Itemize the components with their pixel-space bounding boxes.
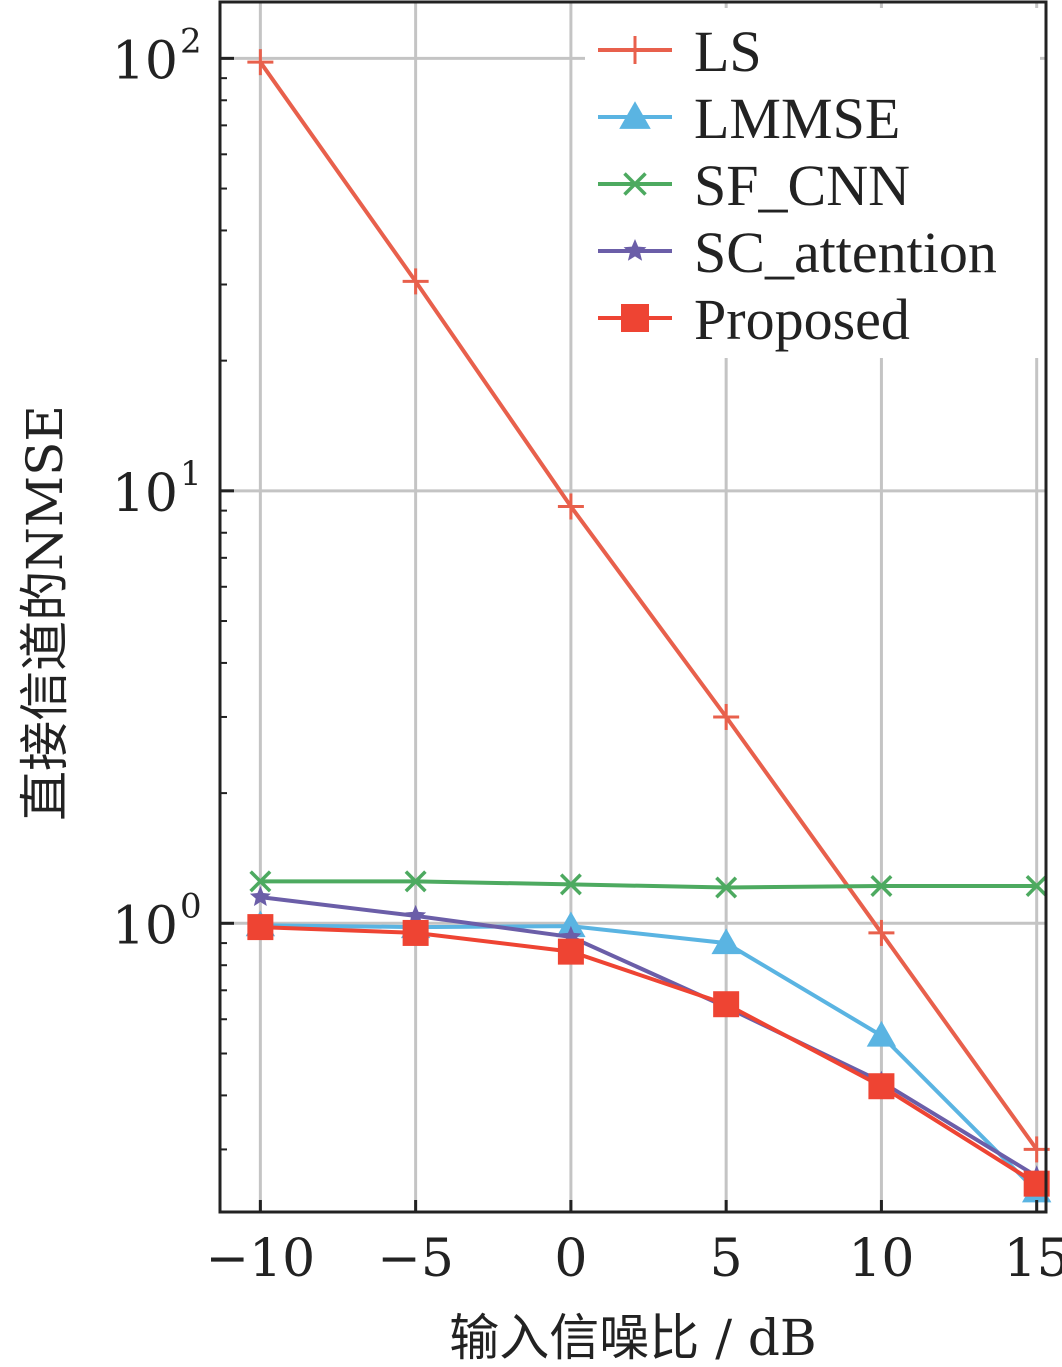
legend-label: SC_attention <box>694 220 997 285</box>
legend-item-proposed: Proposed <box>598 287 910 352</box>
x-tick-label: 15 <box>1004 1229 1062 1289</box>
data-point <box>866 1020 897 1047</box>
data-point <box>402 919 429 946</box>
legend-label: Proposed <box>694 287 910 352</box>
data-point <box>559 873 582 896</box>
legend-label: SF_CNN <box>694 153 910 218</box>
x-marker-b <box>715 876 738 899</box>
x-axis-label: 输入信噪比 / dB <box>449 1309 816 1367</box>
data-point <box>1025 874 1048 897</box>
axes-frame <box>218 0 1048 1214</box>
x-marker-b <box>1025 874 1048 897</box>
data-point <box>247 49 274 76</box>
series-ls <box>247 49 1050 1163</box>
data-point <box>247 914 274 941</box>
x-marker-b <box>623 172 647 196</box>
data-point <box>404 870 427 893</box>
data-point <box>249 886 271 906</box>
y-tick-label: 10 <box>112 464 178 524</box>
y-axis-label: 直接信道的NMSE <box>16 405 74 821</box>
data-point <box>713 703 740 730</box>
data-point <box>711 928 741 955</box>
legend-item-lmmse: LMMSE <box>598 86 900 151</box>
data-point <box>405 904 427 925</box>
legend-item-ls: LS <box>598 19 762 84</box>
series-line <box>260 895 1038 1179</box>
triangle-marker <box>619 101 651 129</box>
triangle-marker <box>866 1020 897 1047</box>
legend-item-sf-cnn: SF_CNN <box>598 153 910 218</box>
series-proposed <box>247 914 1050 1197</box>
series-line <box>260 925 1038 1186</box>
x-marker-b <box>870 874 893 897</box>
star-marker <box>623 239 647 261</box>
x-marker-b <box>559 873 582 896</box>
star-marker <box>249 886 271 906</box>
data-point <box>870 874 893 897</box>
square-marker <box>557 938 584 965</box>
x-tick-label: 10 <box>848 1229 914 1289</box>
star-marker <box>405 904 427 925</box>
triangle-marker <box>556 911 586 938</box>
series-line <box>258 61 1039 1151</box>
x-marker-b <box>404 870 427 893</box>
x-tick-label: 0 <box>554 1229 587 1289</box>
data-point <box>402 268 429 295</box>
legend-item-sc-attention: SC_attention <box>598 220 997 285</box>
y-tick-exponent: 1 <box>180 454 202 494</box>
y-tick-label: 10 <box>112 31 178 91</box>
data-point <box>249 870 272 893</box>
x-marker-b <box>249 870 272 893</box>
data-point <box>868 919 895 946</box>
triangle-marker <box>711 928 741 955</box>
legend-label: LS <box>694 19 762 84</box>
y-tick-exponent: 2 <box>180 21 202 61</box>
series-line <box>260 923 1039 1193</box>
square-marker <box>247 914 274 941</box>
data-point <box>715 876 738 899</box>
data-point <box>713 991 740 1018</box>
legend-label: LMMSE <box>694 86 900 151</box>
square-marker <box>868 1073 895 1100</box>
y-tick-label: 10 <box>112 896 178 956</box>
series-layer <box>245 49 1052 1203</box>
x-tick-label: 5 <box>710 1229 743 1289</box>
series-sf-cnn <box>249 870 1048 899</box>
square-marker <box>621 304 649 332</box>
data-point <box>868 1073 895 1100</box>
square-marker <box>402 919 429 946</box>
data-point <box>557 938 584 965</box>
data-point <box>556 911 586 938</box>
y-tick-exponent: 0 <box>180 886 202 926</box>
x-tick-label: −10 <box>205 1229 315 1289</box>
series-line <box>260 879 1037 890</box>
square-marker <box>713 991 740 1018</box>
data-point <box>557 493 584 520</box>
x-tick-label: −5 <box>377 1229 454 1289</box>
series-lmmse <box>245 910 1052 1203</box>
